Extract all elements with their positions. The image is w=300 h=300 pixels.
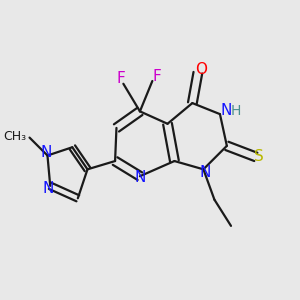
Text: N: N <box>220 103 232 118</box>
Text: N: N <box>40 145 52 160</box>
Text: CH₃: CH₃ <box>4 130 27 143</box>
Text: N: N <box>199 165 211 180</box>
Text: F: F <box>152 68 161 83</box>
Text: N: N <box>42 181 54 196</box>
Text: F: F <box>116 71 125 86</box>
Text: S: S <box>254 149 264 164</box>
Text: N: N <box>135 170 146 185</box>
Text: H: H <box>231 104 241 118</box>
Text: O: O <box>195 62 207 77</box>
